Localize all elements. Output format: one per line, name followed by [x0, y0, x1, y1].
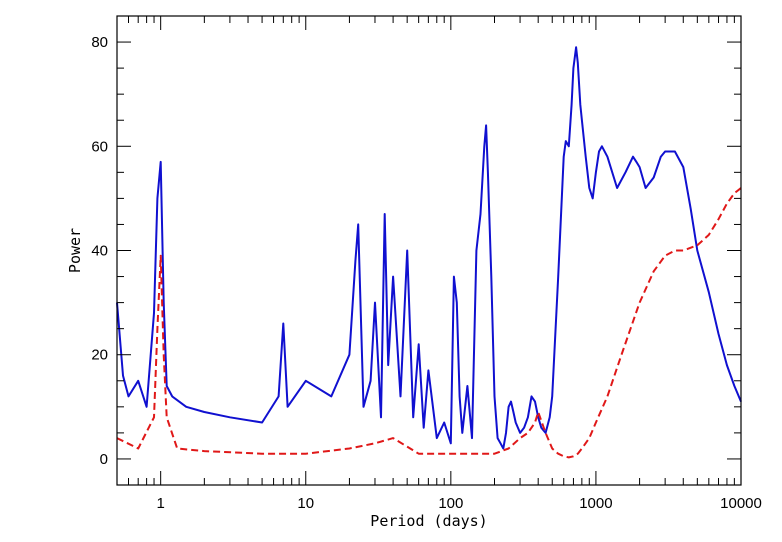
x-tick-label: 10000	[720, 495, 762, 512]
series-line-dashed	[116, 187, 742, 459]
y-axis-label: Power	[66, 228, 84, 273]
y-tick-label: 20	[91, 347, 108, 364]
series-line-solid	[116, 46, 742, 450]
x-tick-label: 1	[157, 495, 165, 512]
y-tick-label: 40	[91, 243, 108, 260]
plot-frame	[116, 15, 742, 486]
series-layer	[116, 46, 742, 459]
x-tick-label: 100	[438, 495, 463, 512]
y-tick-label: 0	[100, 451, 108, 468]
tick-labels-layer: 1 10 100 1000 10000 0 20 40 60 80	[91, 34, 762, 512]
y-tick-label: 60	[91, 138, 108, 155]
x-axis-label: Period (days)	[370, 512, 487, 530]
x-tick-label: 10	[297, 495, 314, 512]
x-tick-label: 1000	[579, 495, 612, 512]
ticks-layer	[116, 15, 742, 486]
y-tick-label: 80	[91, 34, 108, 51]
